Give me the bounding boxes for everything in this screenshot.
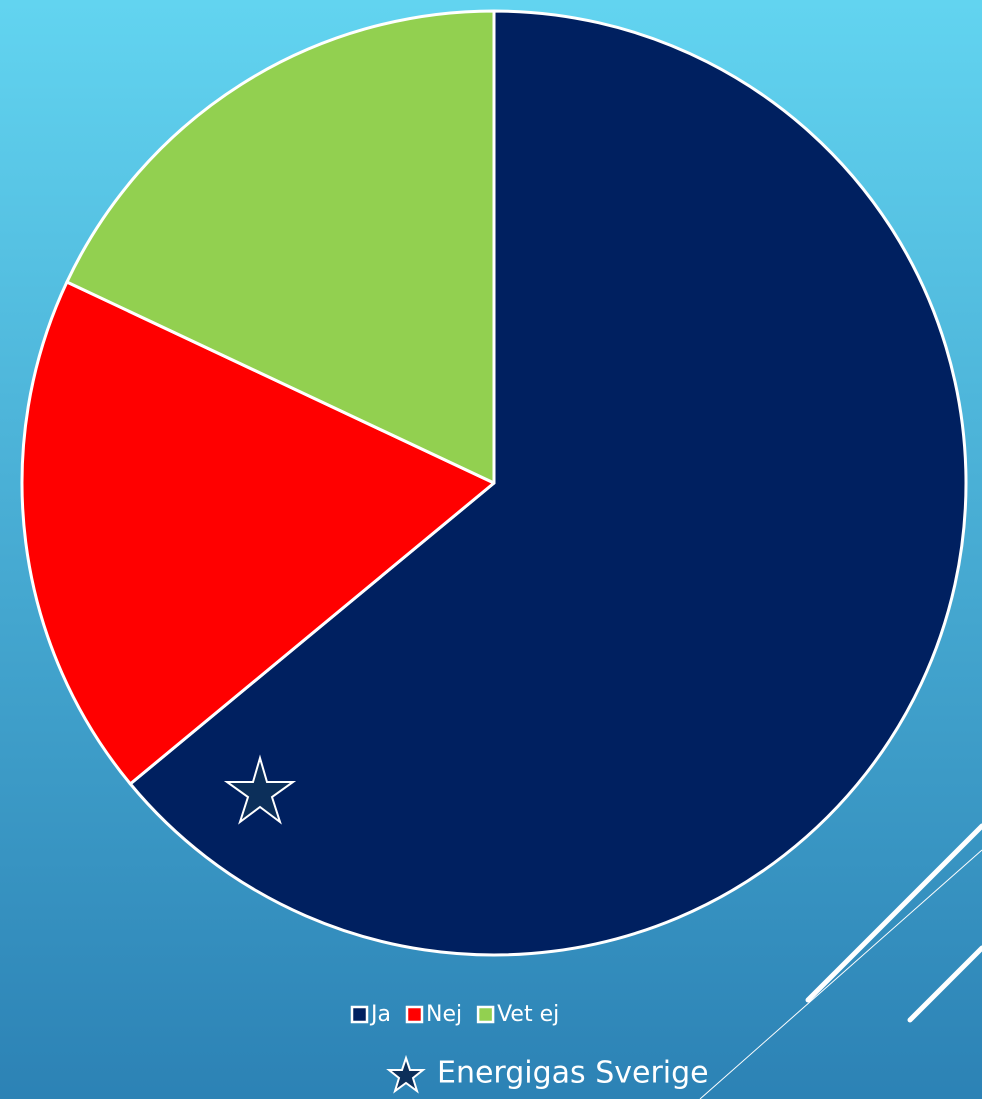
- footer-icon: [386, 1054, 426, 1094]
- legend-label: Vet ej: [497, 1002, 559, 1027]
- legend-swatch: [350, 1005, 369, 1024]
- legend-swatch: [405, 1005, 424, 1024]
- pie-slice: [128, 9, 968, 957]
- pie-slice: [20, 280, 496, 786]
- pie-slice: [65, 9, 496, 485]
- footer-text: Energigas Sverige: [437, 1056, 709, 1091]
- legend: Ja Nej Vet ej: [350, 1002, 559, 1027]
- pie: [20, 9, 968, 957]
- legend-label: Nej: [426, 1002, 462, 1027]
- star-icon: [223, 754, 297, 825]
- decoration: [699, 823, 982, 1099]
- legend-label: Ja: [369, 1002, 391, 1027]
- legend-swatch: [476, 1005, 495, 1024]
